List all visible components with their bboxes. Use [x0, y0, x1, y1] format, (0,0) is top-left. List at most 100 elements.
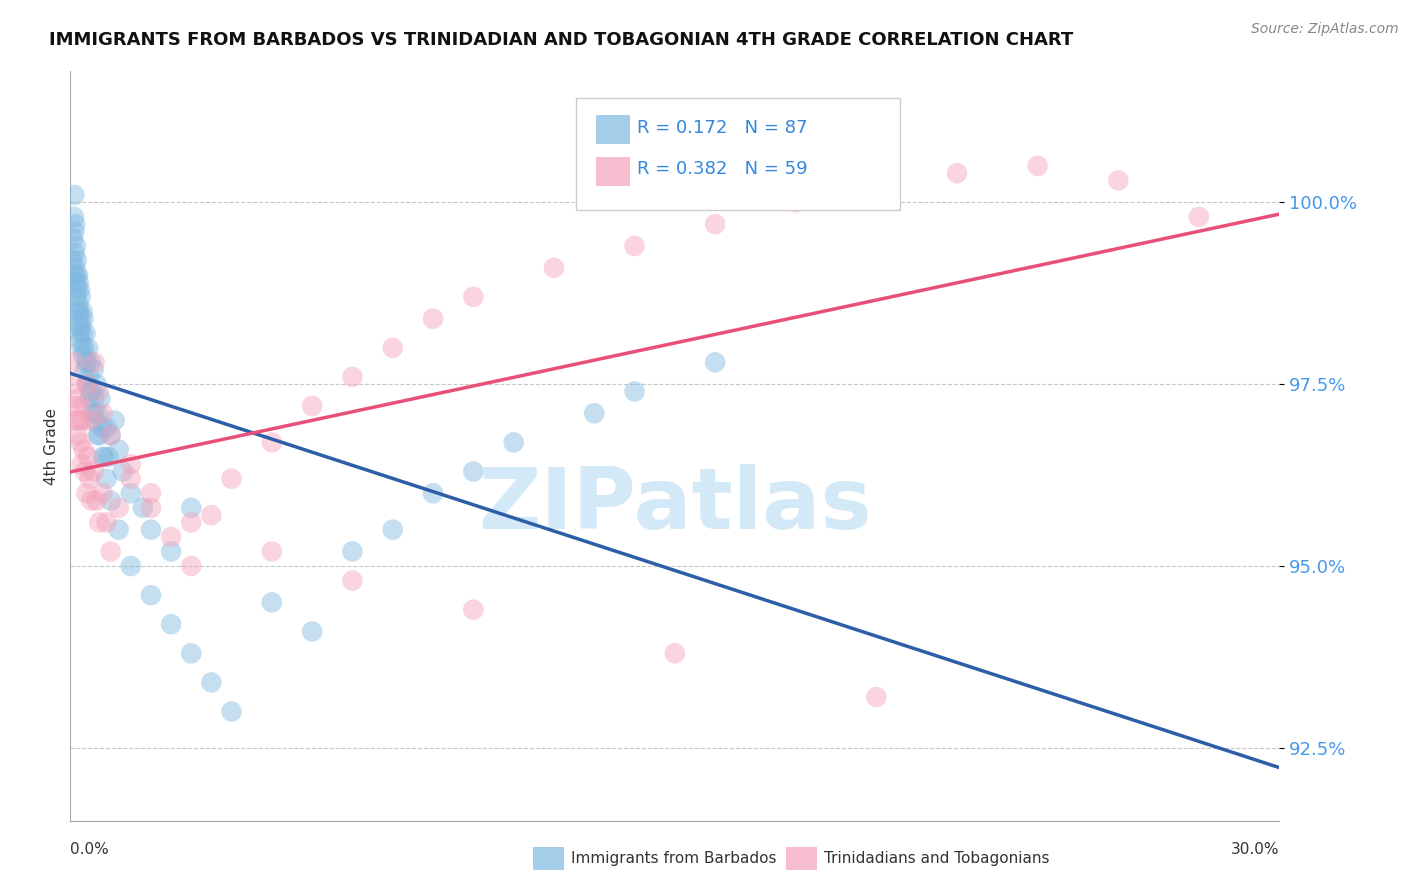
Point — [623, 384, 645, 399]
Point — [381, 341, 404, 355]
Point — [139, 523, 162, 537]
Point — [120, 486, 142, 500]
Point — [83, 465, 105, 479]
Point — [77, 370, 100, 384]
Point — [63, 260, 86, 275]
Point — [107, 500, 129, 515]
Point — [63, 355, 86, 369]
Point — [100, 544, 122, 558]
Point — [87, 384, 110, 399]
Point — [160, 544, 183, 558]
Point — [75, 355, 97, 369]
Point — [63, 224, 86, 238]
Point — [82, 406, 104, 420]
Point — [865, 690, 887, 704]
Point — [139, 500, 162, 515]
Point — [221, 472, 243, 486]
Point — [463, 602, 485, 616]
Point — [63, 217, 86, 231]
Point — [160, 530, 183, 544]
Point — [180, 500, 202, 515]
Point — [79, 472, 101, 486]
Point — [73, 465, 96, 479]
Point — [72, 348, 94, 362]
Point — [260, 544, 283, 558]
Point — [69, 334, 91, 348]
Point — [77, 450, 100, 464]
Point — [93, 450, 115, 464]
Point — [139, 588, 162, 602]
Point — [96, 421, 118, 435]
Point — [107, 442, 129, 457]
Point — [69, 326, 91, 341]
Point — [72, 326, 94, 341]
Point — [79, 392, 101, 406]
Point — [260, 595, 283, 609]
Point — [91, 406, 114, 420]
Point — [87, 428, 110, 442]
Point — [704, 355, 727, 369]
Point — [704, 217, 727, 231]
Point — [120, 559, 142, 574]
Point — [80, 384, 103, 399]
Point — [86, 406, 108, 420]
Point — [62, 268, 84, 282]
Point — [260, 435, 283, 450]
Point — [69, 435, 91, 450]
Point — [381, 523, 404, 537]
Text: 30.0%: 30.0% — [1232, 842, 1279, 857]
Point — [72, 399, 94, 413]
Point — [91, 486, 114, 500]
Point — [785, 195, 807, 210]
Point — [75, 377, 97, 392]
Point — [221, 705, 243, 719]
Point — [342, 574, 364, 588]
Point — [66, 428, 89, 442]
Point — [67, 392, 90, 406]
Point — [72, 311, 94, 326]
Point — [100, 428, 122, 442]
Point — [79, 355, 101, 369]
Point — [67, 318, 90, 333]
Point — [66, 413, 89, 427]
Point — [946, 166, 969, 180]
Point — [342, 544, 364, 558]
Point — [73, 341, 96, 355]
Point — [79, 384, 101, 399]
Text: ZIPatlas: ZIPatlas — [478, 465, 872, 548]
Point — [70, 341, 93, 355]
Point — [97, 450, 120, 464]
Point — [83, 406, 105, 420]
Point — [77, 341, 100, 355]
Point — [200, 675, 222, 690]
Point — [96, 516, 118, 530]
Point — [70, 457, 93, 471]
Point — [63, 246, 86, 260]
Point — [623, 239, 645, 253]
Point — [86, 493, 108, 508]
Text: Trinidadians and Tobagonians: Trinidadians and Tobagonians — [824, 851, 1049, 865]
Point — [664, 646, 686, 660]
Point — [87, 428, 110, 442]
Point — [69, 311, 91, 326]
Point — [86, 377, 108, 392]
Point — [67, 276, 90, 290]
Point — [180, 516, 202, 530]
Point — [1188, 210, 1211, 224]
Point — [1026, 159, 1049, 173]
Point — [72, 442, 94, 457]
Point — [543, 260, 565, 275]
Point — [62, 232, 84, 246]
Point — [72, 413, 94, 427]
Text: R = 0.172   N = 87: R = 0.172 N = 87 — [637, 119, 807, 136]
Point — [583, 406, 606, 420]
Point — [132, 500, 155, 515]
Point — [100, 493, 122, 508]
Text: R = 0.382   N = 59: R = 0.382 N = 59 — [637, 161, 807, 178]
Point — [463, 290, 485, 304]
Point — [502, 435, 524, 450]
Point — [66, 268, 89, 282]
Point — [65, 399, 87, 413]
Point — [67, 304, 90, 318]
Point — [83, 355, 105, 369]
